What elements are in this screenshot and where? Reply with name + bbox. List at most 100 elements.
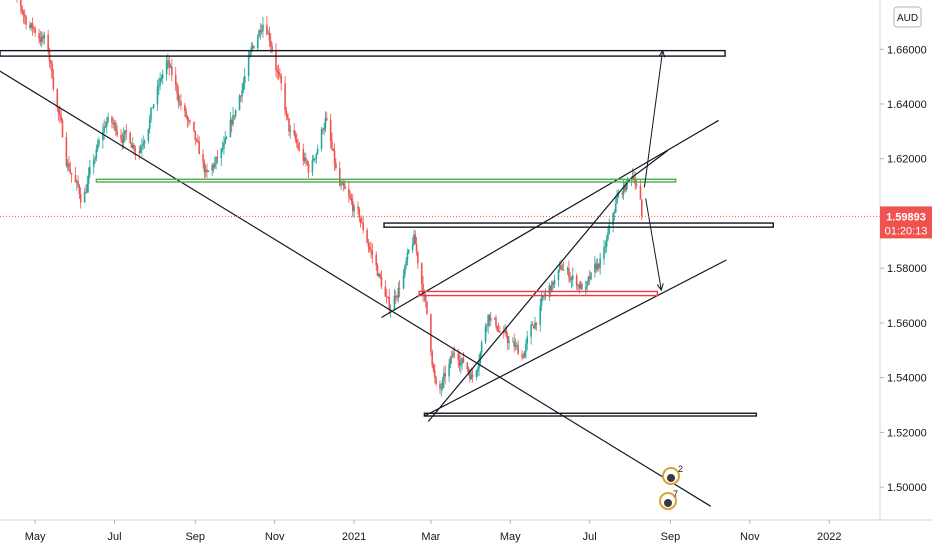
candle-body	[344, 186, 346, 190]
candle-body	[92, 160, 95, 167]
event-count-bottom: 7	[673, 489, 678, 499]
candle-body	[33, 27, 35, 30]
candle-body	[112, 122, 115, 125]
trend-line[interactable]	[631, 150, 669, 179]
event-marker-top[interactable]: 2	[662, 464, 683, 485]
candle-body	[116, 131, 118, 135]
candle-body	[394, 295, 397, 298]
candle-body	[530, 324, 532, 337]
candle-body	[60, 115, 62, 121]
candle-body	[221, 148, 224, 150]
x-tick-label: 2021	[342, 531, 366, 543]
candle-body	[52, 77, 55, 90]
candle-body	[625, 181, 627, 191]
candle-body	[462, 357, 465, 363]
candle-body	[595, 263, 598, 270]
candle-body	[560, 264, 562, 270]
candle-body	[406, 252, 409, 261]
candle-body	[296, 139, 298, 144]
candle-body	[198, 141, 200, 155]
candle-body	[158, 85, 160, 87]
candle-body	[43, 34, 46, 39]
candle-body	[232, 115, 234, 125]
event-marker-bottom[interactable]: 7	[659, 489, 678, 510]
currency-badge[interactable]: AUD	[893, 6, 922, 28]
candle-body	[122, 135, 125, 143]
candle-body	[325, 118, 328, 121]
candle-body	[639, 185, 642, 200]
candle-body	[98, 140, 100, 146]
candle-body	[362, 222, 364, 231]
candle-body	[322, 129, 324, 131]
candle-body	[513, 341, 516, 347]
candle-body	[333, 150, 336, 164]
candle-body	[495, 317, 497, 326]
candle-body	[470, 374, 473, 380]
x-tick-label: Nov	[740, 531, 760, 543]
candle-body	[422, 283, 424, 296]
candle-body	[167, 60, 169, 62]
y-tick-label: 1.64000	[887, 99, 927, 111]
candle-body	[115, 122, 117, 132]
candle-body	[512, 341, 514, 343]
candle-body	[622, 185, 625, 195]
candle-body	[335, 163, 337, 169]
candle-body	[293, 130, 296, 135]
arrow-line[interactable]	[643, 50, 664, 188]
candle-body	[229, 119, 232, 138]
horizontal-zone[interactable]	[0, 49, 726, 57]
candle-body	[314, 158, 316, 160]
candle-body	[298, 148, 301, 150]
candle-body	[448, 364, 450, 377]
candle-body	[142, 143, 144, 146]
horizontal-zone[interactable]	[383, 222, 774, 228]
trend-line[interactable]	[427, 177, 632, 422]
candle-body	[358, 208, 361, 218]
candle-body	[29, 24, 31, 28]
candle-body	[432, 364, 435, 371]
horizontal-zone[interactable]	[95, 178, 677, 183]
candle-body	[258, 30, 260, 38]
candle-body	[161, 74, 164, 79]
candle-body	[267, 33, 269, 35]
candle-body	[320, 129, 323, 149]
candle-body	[612, 213, 614, 225]
candle-body	[467, 369, 470, 373]
candle-body	[177, 93, 180, 102]
candle-body	[103, 126, 105, 133]
trend-line[interactable]	[0, 70, 712, 507]
candle-body	[134, 149, 137, 152]
x-tick-label: Sep	[661, 531, 681, 543]
horizontal-zone[interactable]	[418, 290, 659, 297]
y-tick-label: 1.56000	[887, 318, 927, 330]
candle-body	[323, 128, 325, 131]
candle-body	[216, 156, 219, 159]
candle-body	[486, 325, 488, 327]
arrow-line[interactable]	[645, 198, 662, 291]
candle-body	[141, 145, 143, 149]
time-axis[interactable]: May Jul Sep Nov 2021 Mar May Jul Sep Nov 2022	[0, 519, 932, 543]
candle-body	[523, 351, 526, 358]
horizontal-zone[interactable]	[423, 412, 758, 417]
candle-body	[107, 116, 109, 122]
candle-body	[20, 0, 22, 7]
candle-body	[305, 157, 307, 161]
candle-body	[131, 145, 134, 148]
candle-body	[476, 368, 479, 371]
candle-body	[125, 130, 128, 133]
candle-body	[441, 380, 444, 388]
candle-body	[79, 194, 82, 203]
candle-body	[579, 283, 582, 289]
trend-line[interactable]	[381, 119, 719, 318]
event-markers[interactable]: 2 7	[659, 464, 683, 510]
trend-line[interactable]	[424, 259, 727, 417]
price-axis[interactable]: 1.660001.640001.620001.600001.580001.560…	[879, 0, 932, 550]
candle-body	[568, 268, 570, 278]
candle-body	[78, 185, 81, 195]
candle-body	[557, 269, 560, 280]
candle-body	[68, 163, 70, 170]
candle-body	[388, 297, 391, 311]
candle-body	[113, 122, 116, 125]
candle-body	[180, 101, 182, 106]
